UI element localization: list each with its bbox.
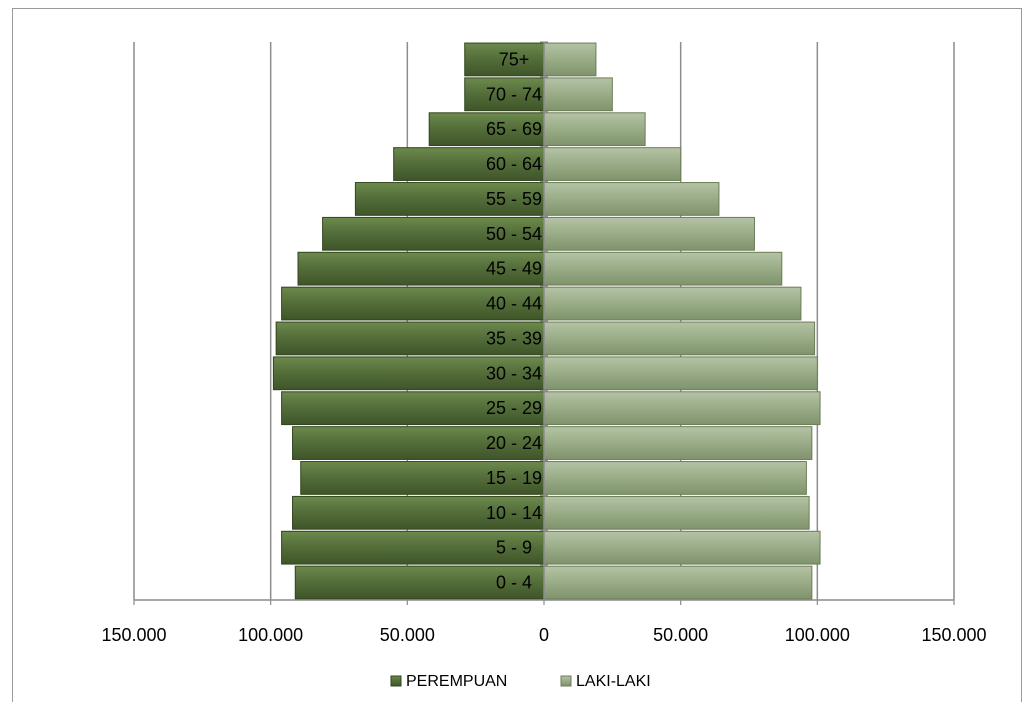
bar-perempuan-2 [292,495,545,530]
bar-perempuan-12 [393,147,545,181]
category-label-13: 65 - 69 [486,119,542,139]
legend-swatch-perempuan [390,675,402,687]
category-label-1: 5 - 9 [496,538,532,558]
legend: PEREMPUAN LAKI-LAKI [390,673,651,690]
category-label-10: 50 - 54 [486,224,542,244]
bar-perempuan-9 [297,251,545,286]
bar-perempuan-1 [281,530,545,565]
category-label-0: 0 - 4 [496,573,532,593]
bar-perempuan-0 [294,565,545,600]
x-tick-label-6: 150.000 [921,625,986,645]
x-tick-label-0: 150.000 [101,625,166,645]
axes [133,41,955,605]
bar-laki-laki-6 [543,356,818,391]
x-tick-label-1: 100.000 [238,625,303,645]
bar-perempuan-7 [275,321,545,356]
bar-perempuan-14 [464,77,545,112]
bar-laki-laki-14 [543,77,613,112]
category-label-15: 75+ [499,49,530,69]
bar-laki-laki-5 [543,391,821,426]
legend-swatch-laki-laki [560,675,572,687]
category-label-6: 30 - 34 [486,363,542,383]
bar-laki-laki-9 [543,251,783,286]
legend-label-laki-laki: LAKI-LAKI [576,673,651,690]
bar-laki-laki-2 [543,495,810,530]
bar-laki-laki-8 [543,286,802,321]
bar-laki-laki-1 [543,530,821,565]
category-label-7: 35 - 39 [486,328,542,348]
bar-laki-laki-12 [543,147,682,181]
x-tick-label-3: 0 [539,625,549,645]
bar-laki-laki-15 [543,42,597,77]
bar-perempuan-10 [322,216,545,251]
x-tick-label-4: 50.000 [653,625,708,645]
legend-label-perempuan: PEREMPUAN [406,673,507,690]
x-tick-label-2: 50.000 [380,625,435,645]
chart-frame [12,8,1022,702]
category-label-9: 45 - 49 [486,259,542,279]
bar-laki-laki-7 [543,321,816,356]
category-label-8: 40 - 44 [486,294,542,314]
category-labels: 0 - 4 5 - 9 10 - 14 15 - 19 20 - 24 25 - 29 30… [486,49,542,592]
bar-laki-laki-3 [543,461,807,495]
bar-laki-laki-10 [543,216,755,251]
x-tick-label-5: 100.000 [785,625,850,645]
bar-laki-laki-4 [543,426,813,460]
bar-perempuan-6 [272,356,545,391]
category-label-4: 20 - 24 [486,433,542,453]
bar-perempuan-4 [292,426,545,460]
x-tick-labels: 150.000 100.000 50.000 0 50.000 100.000 150.00… [101,625,986,645]
bars [272,42,821,600]
bar-perempuan-5 [281,391,545,426]
bar-perempuan-11 [354,182,545,216]
category-label-11: 55 - 59 [486,189,542,209]
bar-perempuan-8 [281,286,545,321]
bar-laki-laki-11 [543,182,720,216]
category-label-5: 25 - 29 [486,398,542,418]
category-label-14: 70 - 74 [486,84,542,104]
bar-laki-laki-13 [543,112,646,147]
gridlines [133,42,955,600]
category-label-2: 10 - 14 [486,503,542,523]
bar-laki-laki-0 [543,565,813,600]
category-label-12: 60 - 64 [486,154,542,174]
category-label-3: 15 - 19 [486,468,542,488]
